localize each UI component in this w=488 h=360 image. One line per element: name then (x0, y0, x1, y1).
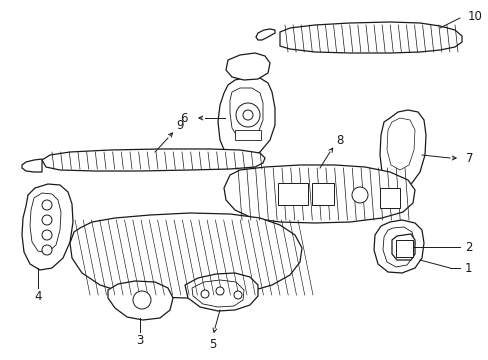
Circle shape (216, 287, 224, 295)
Circle shape (243, 110, 252, 120)
Bar (379, 188, 399, 208)
Polygon shape (382, 227, 414, 267)
Text: 3: 3 (136, 333, 143, 346)
Polygon shape (184, 273, 258, 311)
Circle shape (42, 245, 52, 255)
Polygon shape (192, 280, 244, 307)
Text: 2: 2 (464, 240, 471, 253)
Polygon shape (108, 281, 173, 320)
Polygon shape (22, 184, 73, 270)
Polygon shape (225, 53, 269, 80)
Text: 10: 10 (467, 9, 482, 23)
Polygon shape (280, 22, 461, 53)
Bar (311, 183, 333, 205)
Polygon shape (379, 110, 425, 187)
Polygon shape (256, 29, 274, 40)
Bar (395, 240, 412, 257)
Circle shape (351, 187, 367, 203)
Circle shape (42, 200, 52, 210)
Circle shape (201, 290, 208, 298)
Polygon shape (70, 213, 302, 298)
Polygon shape (218, 77, 274, 158)
Polygon shape (30, 193, 61, 253)
Polygon shape (229, 88, 263, 140)
Text: 1: 1 (464, 261, 471, 274)
Circle shape (234, 291, 242, 299)
Bar (235, 130, 261, 140)
Polygon shape (22, 159, 42, 172)
Polygon shape (42, 149, 264, 171)
Circle shape (133, 291, 151, 309)
Circle shape (236, 103, 260, 127)
Text: 8: 8 (336, 134, 343, 147)
Polygon shape (224, 165, 414, 223)
Polygon shape (391, 234, 414, 260)
Text: 9: 9 (176, 118, 183, 131)
Text: 7: 7 (465, 152, 472, 165)
Circle shape (42, 230, 52, 240)
Text: 5: 5 (209, 338, 216, 351)
Text: 6: 6 (180, 112, 187, 125)
Circle shape (42, 215, 52, 225)
Bar (278, 183, 307, 205)
Polygon shape (373, 220, 423, 273)
Polygon shape (386, 118, 414, 170)
Text: 4: 4 (34, 289, 41, 302)
